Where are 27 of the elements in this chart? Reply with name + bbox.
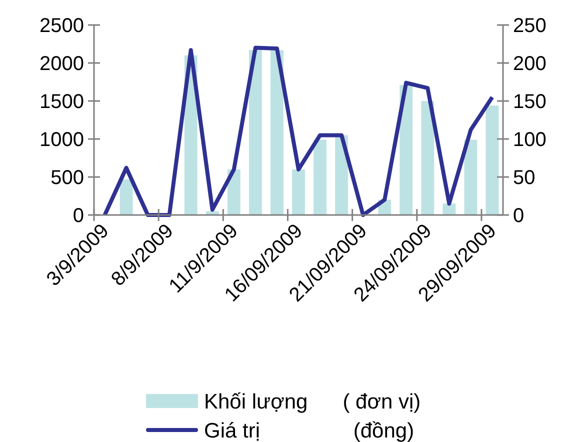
y-tick-label: 2000 bbox=[40, 53, 84, 75]
bar bbox=[270, 50, 284, 215]
y2-tick-label: 50 bbox=[513, 167, 536, 189]
bar bbox=[206, 211, 219, 215]
bar bbox=[120, 179, 133, 215]
y2-tick-label: 150 bbox=[513, 91, 546, 113]
bar bbox=[486, 106, 499, 215]
bar bbox=[292, 169, 305, 215]
y2-tick-label: 100 bbox=[513, 129, 546, 151]
y-tick-label: 2500 bbox=[40, 15, 84, 37]
bar bbox=[464, 140, 478, 215]
bar bbox=[421, 101, 434, 215]
y2-tick-label: 200 bbox=[513, 53, 546, 75]
y-tick-label: 1000 bbox=[40, 129, 84, 151]
bar bbox=[227, 169, 240, 215]
y-tick-label: 500 bbox=[50, 167, 84, 189]
bar bbox=[400, 85, 413, 215]
legend-label: Khối lượng ( đơn vị) bbox=[204, 390, 421, 414]
bar bbox=[442, 204, 456, 215]
legend-label: Giá trị (đồng) bbox=[204, 419, 414, 442]
bar bbox=[248, 50, 262, 215]
y2-tick-label: 0 bbox=[513, 205, 524, 227]
y2-tick-label: 250 bbox=[513, 15, 546, 37]
y-tick-label: 0 bbox=[72, 205, 84, 227]
line-series bbox=[102, 46, 494, 217]
y-tick-label: 1500 bbox=[40, 91, 84, 113]
bar bbox=[314, 140, 326, 215]
